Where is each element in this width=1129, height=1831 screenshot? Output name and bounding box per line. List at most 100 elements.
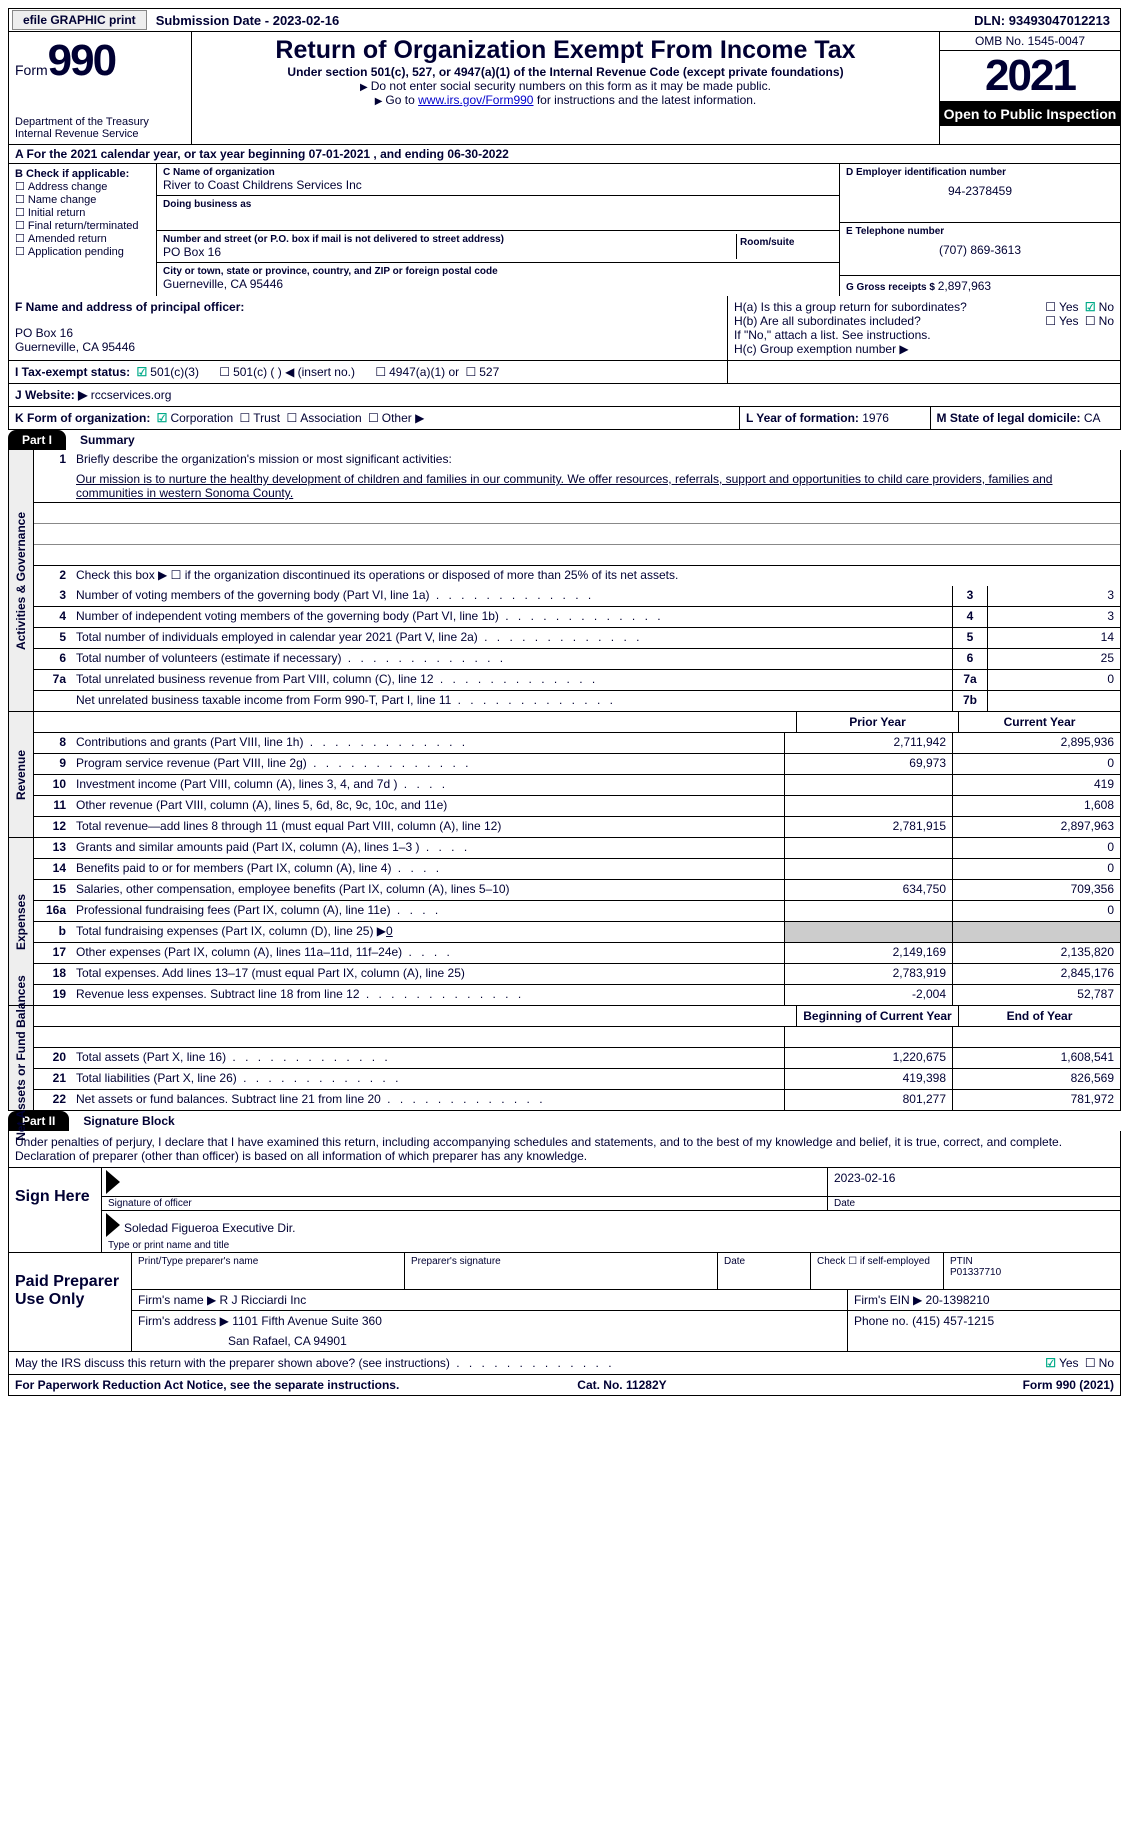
city-cell: City or town, state or province, country… [157,263,839,294]
year-of-formation: L Year of formation: 1976 [740,407,931,429]
name-title-lbl: Type or print name and title [102,1239,1120,1252]
ein-cell: D Employer identification number 94-2378… [840,164,1120,223]
paid-preparer-label: Paid Preparer Use Only [9,1253,132,1351]
page-footer: For Paperwork Reduction Act Notice, see … [8,1375,1121,1396]
line-20: Total assets (Part X, line 16) [72,1048,784,1068]
address-cell: Number and street (or P.O. box if mail i… [157,231,839,263]
room-suite: Room/suite [737,234,833,259]
line-18: Total expenses. Add lines 13–17 (must eq… [72,964,784,984]
chk-amended[interactable]: Amended return [15,232,150,245]
line-16a: Professional fundraising fees (Part IX, … [72,901,784,921]
line-3: Number of voting members of the governin… [72,586,952,606]
tax-year: 2021 [940,51,1120,102]
chk-address-change[interactable]: Address change [15,180,150,193]
firm-phone: Phone no. (415) 457-1215 [848,1311,1120,1351]
efile-print-button[interactable]: efile GRAPHIC print [12,10,147,30]
row-a-tax-year: A For the 2021 calendar year, or tax yea… [8,145,1121,164]
line-7b: Net unrelated business taxable income fr… [72,691,952,711]
line-14: Benefits paid to or for members (Part IX… [72,859,784,879]
line-16b: Total fundraising expenses (Part IX, col… [72,922,784,942]
self-employed-chk[interactable]: Check ☐ if self-employed [811,1253,944,1289]
line-19: Revenue less expenses. Subtract line 18 … [72,985,784,1005]
cat-no: Cat. No. 11282Y [577,1378,666,1392]
line-5: Total number of individuals employed in … [72,628,952,648]
line-7a: Total unrelated business revenue from Pa… [72,670,952,690]
side-net-assets: Net Assets or Fund Balances [9,1006,34,1110]
dba-cell: Doing business as [157,196,839,231]
hdr-prior: Prior Year [796,712,958,732]
omb-number: OMB No. 1545-0047 [940,32,1120,51]
line-12: Total revenue—add lines 8 through 11 (mu… [72,817,784,837]
val-6: 25 [987,649,1120,669]
form-subtitle: Under section 501(c), 527, or 4947(a)(1)… [196,65,935,79]
form-ref: Form 990 (2021) [1023,1378,1114,1392]
irs-label: Internal Revenue Service [15,128,185,140]
val-7a: 0 [987,670,1120,690]
col-b-checkboxes: B Check if applicable: Address change Na… [9,164,157,296]
part-1-label: Part I [8,430,66,450]
firm-address: Firm's address ▶ 1101 Fifth Avenue Suite… [132,1311,848,1351]
line-15: Salaries, other compensation, employee b… [72,880,784,900]
sig-date: 2023-02-16 [827,1168,1120,1196]
website-row: J Website: ▶ rccservices.org [9,384,1120,406]
chk-name-change[interactable]: Name change [15,193,150,206]
sign-here-label: Sign Here [9,1168,102,1252]
hdr-eoy: End of Year [958,1006,1120,1026]
side-activities: Activities & Governance [9,450,34,711]
val-7b [987,691,1120,711]
line-9: Program service revenue (Part VIII, line… [72,754,784,774]
part-1-title: Summary [66,430,149,450]
mission-text: Our mission is to nurture the healthy de… [72,470,1120,502]
form-of-org: K Form of organization: Corporation Trus… [9,407,740,429]
sig-date-lbl: Date [827,1197,1120,1210]
line-4: Number of independent voting members of … [72,607,952,627]
form-number: Form990 [15,36,185,86]
form-title: Return of Organization Exempt From Incom… [196,36,935,65]
sig-officer-lbl: Signature of officer [102,1197,827,1210]
line-17: Other expenses (Part IX, column (A), lin… [72,943,784,963]
arrow-icon [106,1170,120,1194]
val-4: 3 [987,607,1120,627]
line-2: Check this box ▶ ☐ if the organization d… [72,566,1120,586]
line-8: Contributions and grants (Part VIII, lin… [72,733,784,753]
top-bar: efile GRAPHIC print Submission Date - 20… [8,8,1121,32]
ptin-cell: PTINP01337710 [944,1253,1120,1289]
side-revenue: Revenue [9,712,34,837]
hdr-boy: Beginning of Current Year [796,1006,958,1026]
chk-initial-return[interactable]: Initial return [15,206,150,219]
dept-treasury: Department of the Treasury [15,116,185,128]
line-11: Other revenue (Part VIII, column (A), li… [72,796,784,816]
irs-link[interactable]: www.irs.gov/Form990 [418,93,533,107]
group-return-box: H(a) Is this a group return for subordin… [728,296,1120,360]
val-3: 3 [987,586,1120,606]
prep-name-lbl: Print/Type preparer's name [132,1253,405,1289]
hdr-current: Current Year [958,712,1120,732]
org-name-cell: C Name of organization River to Coast Ch… [157,164,839,196]
dln: DLN: 93493047012213 [974,13,1120,28]
irs-discuss-row: May the IRS discuss this return with the… [9,1352,1120,1374]
ssn-note: Do not enter social security numbers on … [196,79,935,93]
mission-label: Briefly describe the organization's miss… [72,450,1120,470]
tax-exempt-status: I Tax-exempt status: 501(c)(3) 501(c) ( … [9,361,728,383]
part-2-title: Signature Block [69,1111,188,1131]
form-header: Form990 Department of the Treasury Inter… [8,32,1121,145]
penalty-declaration: Under penalties of perjury, I declare th… [9,1131,1120,1168]
open-to-public: Open to Public Inspection [940,102,1120,126]
telephone-cell: E Telephone number (707) 869-3613 [840,223,1120,276]
state-domicile: M State of legal domicile: CA [931,407,1121,429]
chk-final-return[interactable]: Final return/terminated [15,219,150,232]
chk-app-pending[interactable]: Application pending [15,245,150,258]
instructions-link: Go to www.irs.gov/Form990 for instructio… [196,93,935,107]
line-10: Investment income (Part VIII, column (A)… [72,775,784,795]
line-6: Total number of volunteers (estimate if … [72,649,952,669]
gross-receipts: G Gross receipts $ 2,897,963 [840,276,1120,296]
paperwork-notice: For Paperwork Reduction Act Notice, see … [15,1378,399,1392]
firm-ein: Firm's EIN ▶ 20-1398210 [848,1290,1120,1310]
prep-date-lbl: Date [718,1253,811,1289]
val-5: 14 [987,628,1120,648]
line-21: Total liabilities (Part X, line 26) [72,1069,784,1089]
submission-label: Submission Date - 2023-02-16 [150,13,346,28]
line-22: Net assets or fund balances. Subtract li… [72,1090,784,1110]
line-13: Grants and similar amounts paid (Part IX… [72,838,784,858]
firm-name: Firm's name ▶ R J Ricciardi Inc [132,1290,848,1310]
